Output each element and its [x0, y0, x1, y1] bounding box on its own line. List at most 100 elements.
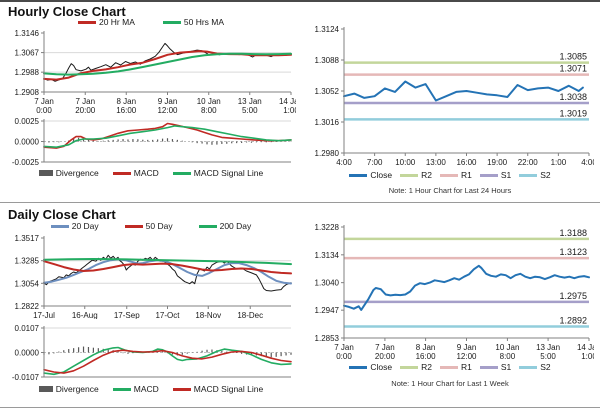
divider-bottom: [0, 407, 600, 408]
x-tick-label: 7 Jan: [334, 343, 354, 352]
macd-signal-line-series: [43, 349, 292, 374]
ref-line-label: 1.3123: [559, 247, 587, 257]
y-tick-label: 1.3052: [315, 87, 340, 96]
x-tick-label: 4:00: [581, 158, 594, 166]
hourly-24h-legend: Close R2 R1 S1 S2: [306, 170, 594, 180]
legend-label: 50 Hrs MA: [183, 17, 225, 27]
50-hrs-ma-legend-swatch: [162, 20, 181, 24]
legend-item: S1: [479, 362, 512, 372]
x-tick-label: 16:00: [416, 352, 437, 360]
x-tick-label: 9 Jan: [457, 343, 477, 352]
legend-item: R1: [439, 362, 472, 372]
x-tick-label: 1:00: [283, 106, 296, 114]
x-tick-label: 1:00: [581, 352, 594, 360]
s1-legend-swatch: [479, 173, 498, 177]
legend-label: Divergence: [55, 384, 99, 394]
y-tick-label: 1.3228: [315, 223, 340, 232]
legend-item: S2: [519, 362, 551, 372]
y-tick-label: -0.0025: [12, 158, 40, 166]
macd-signal-line-series: [43, 125, 292, 149]
weekly-1w-legend: Close R2 R1 S1 S2: [306, 362, 594, 372]
legend-item: 50 Day: [124, 221, 173, 231]
plot-svg: 0.0107 0.0000 -0.0107: [12, 324, 292, 382]
x-tick-label: 7 Jan: [375, 343, 395, 352]
legend-label: R1: [460, 362, 472, 372]
x-tick-label: 7 Jan: [75, 97, 95, 106]
ref-line-label: 1.2892: [559, 315, 587, 325]
legend-item: Close: [349, 170, 392, 180]
close-series: [343, 80, 584, 102]
macd-legend-swatch: [112, 171, 131, 175]
x-tick-label: 10:00: [395, 158, 416, 166]
legend-label: S2: [540, 362, 551, 372]
y-tick-label: 1.3088: [315, 56, 340, 65]
daily-price-legend: 20 Day 50 Day 200 Day: [6, 221, 296, 231]
weekly-1w-chart: 1.3188 1.3123 1.2975 1.2892 1.3228 1.3134 1.30…: [306, 222, 600, 361]
y-tick-label: 1.3067: [15, 49, 40, 58]
y-tick-label: 1.3517: [15, 234, 40, 243]
legend-label: MACD: [133, 384, 159, 394]
s2-legend-swatch: [519, 365, 538, 369]
macd-signal-line-legend-swatch: [172, 171, 191, 175]
legend-label: 20 Day: [71, 221, 99, 231]
x-tick-label: 14 Jan: [279, 97, 296, 106]
legend-label: Close: [370, 170, 393, 180]
legend-label: R1: [460, 170, 472, 180]
hourly-macd-chart: 0.0025 0.0000 -0.0025: [6, 116, 296, 167]
hourly-24h-chart: 1.3085 1.3071 1.3038 1.3019 1.3124 1.3088 1.30…: [306, 24, 598, 167]
y-tick-label: 1.2908: [15, 88, 40, 97]
x-tick-label: 13 Jan: [238, 97, 262, 106]
x-tick-label: 18-Dec: [237, 311, 263, 319]
legend-item: MACD: [112, 168, 159, 178]
legend-item: Divergence: [38, 384, 99, 394]
legend-item: R2: [400, 170, 432, 180]
macd-signal-line-legend-swatch: [172, 387, 191, 391]
x-tick-label: 13 Jan: [536, 343, 560, 352]
20-hr-ma-legend-swatch: [77, 20, 96, 24]
y-tick-label: 0.0025: [15, 117, 40, 126]
legend-label: S2: [540, 170, 551, 180]
x-tick-label: 16-Aug: [72, 311, 98, 319]
y-tick-label: 1.2988: [15, 68, 40, 77]
legend-label: MACD: [133, 168, 159, 178]
x-tick-label: 9 Jan: [158, 97, 178, 106]
50-hrs-ma-series: [43, 52, 292, 76]
daily-macd-legend: Divergence MACD MACD Signal Line: [6, 384, 296, 394]
hourly-24h-note: Note: 1 Hour Chart for Last 24 Hours: [388, 186, 512, 195]
hourly-chart-title: Hourly Close Chart: [8, 4, 126, 19]
legend-label: R2: [421, 170, 432, 180]
close-series: [343, 264, 590, 311]
macd-legend-swatch: [112, 387, 131, 391]
legend-item: 20 Hr MA: [77, 17, 135, 27]
legend-item: Close: [349, 362, 392, 372]
x-tick-label: 10 Jan: [197, 97, 221, 106]
x-tick-label: 12:00: [157, 106, 178, 114]
plot-svg: 1.3085 1.3071 1.3038 1.3019 1.3124 1.3088 1.30…: [315, 25, 598, 167]
50-day-legend-swatch: [124, 224, 143, 228]
close-legend-swatch: [349, 365, 368, 369]
r2-legend-swatch: [400, 365, 419, 369]
y-tick-label: 1.2947: [315, 306, 340, 315]
x-tick-label: 8:00: [201, 106, 217, 114]
divider-middle: [0, 202, 600, 203]
y-tick-label: 1.3124: [315, 25, 340, 34]
legend-label: S1: [500, 362, 512, 372]
legend-item: 50 Hrs MA: [162, 17, 225, 27]
x-tick-label: 0:00: [336, 352, 352, 360]
macd-series: [43, 122, 292, 149]
y-tick-label: 0.0000: [15, 138, 40, 147]
legend-item: S1: [479, 170, 511, 180]
x-tick-label: 17-Jul: [33, 311, 55, 319]
legend-label: MACD Signal Line: [193, 384, 264, 394]
legend-item: R2: [400, 362, 432, 372]
hourly-price-chart: 1.3146 1.3067 1.2988 1.2908 7 Jan 0:00 7 Jan 20…: [6, 28, 303, 115]
x-tick-label: 5:00: [242, 106, 258, 114]
50-day-series: [43, 260, 292, 275]
x-tick-label: 17-Sep: [114, 311, 140, 319]
r1-legend-swatch: [439, 173, 458, 177]
legend-label: MACD Signal Line: [193, 168, 264, 178]
x-tick-label: 5:00: [540, 352, 556, 360]
y-tick-label: 1.2822: [15, 302, 40, 311]
legend-label: Close: [370, 362, 393, 372]
x-tick-label: 8 Jan: [116, 97, 136, 106]
